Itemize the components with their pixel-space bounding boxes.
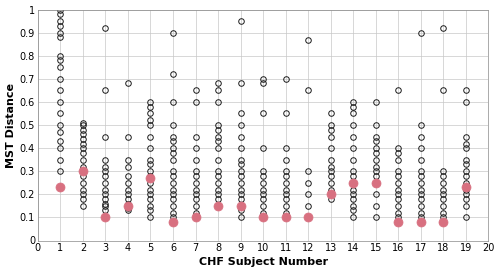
- X-axis label: CHF Subject Number: CHF Subject Number: [198, 257, 328, 268]
- Y-axis label: MST Distance: MST Distance: [6, 82, 16, 168]
